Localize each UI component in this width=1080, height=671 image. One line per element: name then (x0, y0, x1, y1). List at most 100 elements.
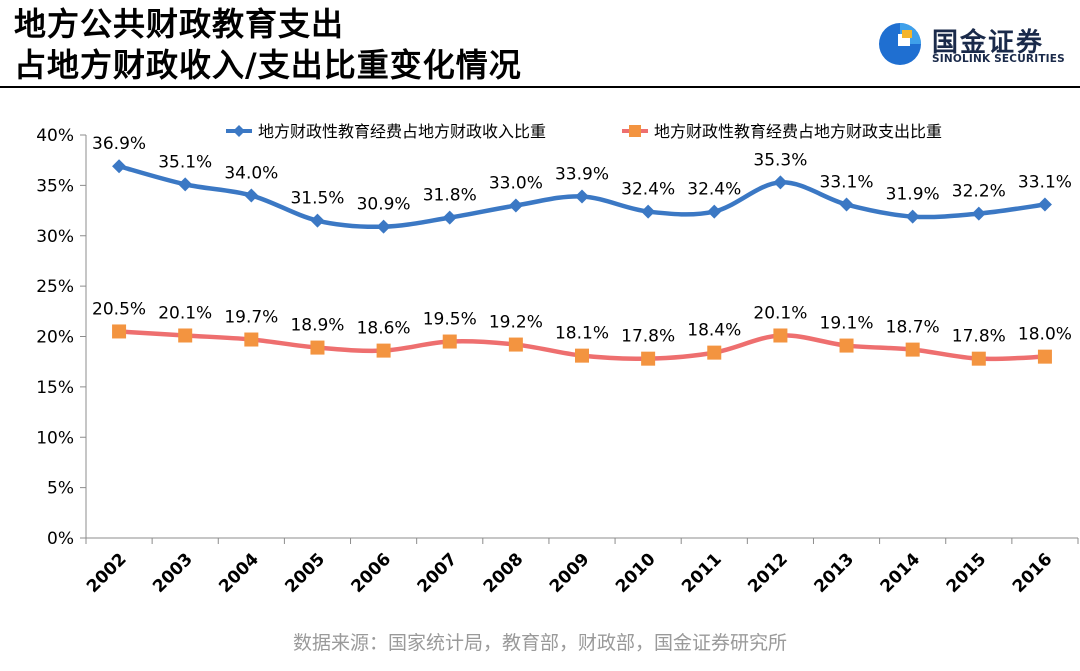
diamond-marker (376, 219, 391, 234)
x-axis: 2002 2003 2004 2005 2006 2007 2008 2009 2010 2011… (83, 537, 1079, 597)
data-label: 31.8% (423, 186, 477, 206)
diamond-marker (905, 209, 920, 224)
data-label: 32.4% (621, 180, 675, 200)
data-label: 20.1% (753, 303, 807, 323)
square-marker (707, 345, 722, 360)
data-label: 34.0% (224, 163, 278, 183)
diamond-marker (233, 125, 245, 137)
x-tick-label: 2008 (480, 549, 528, 597)
brand-name-en: SINOLINK SECURITIES (932, 53, 1065, 65)
square-marker (310, 340, 325, 355)
y-tick-label: 15% (36, 378, 74, 398)
x-tick-label: 2012 (744, 549, 792, 597)
x-tick-label: 2005 (281, 549, 329, 597)
square-marker (629, 125, 641, 137)
data-label: 17.8% (952, 327, 1006, 347)
line-chart: 0%5%10%15%20%25%30%35%40% 2002 2003 2004 20… (36, 122, 1079, 597)
series-1: 36.9% 35.1% 34.0% 31.5% 30.9% 31.8% 33.0% 33.9%… (92, 134, 1072, 234)
square-marker (442, 334, 457, 349)
title-divider (0, 86, 1080, 88)
y-tick-label: 40% (36, 126, 74, 146)
data-label: 17.8% (621, 327, 675, 347)
x-tick-label: 2016 (1009, 549, 1057, 597)
x-tick-label: 2004 (215, 549, 263, 597)
x-tick-label: 2010 (612, 549, 660, 597)
diamond-marker (178, 177, 193, 192)
data-label: 31.5% (290, 189, 344, 209)
data-label: 31.9% (886, 185, 940, 205)
square-marker (905, 342, 920, 357)
square-marker (575, 348, 589, 363)
diamond-marker (310, 213, 325, 228)
diamond-marker (244, 188, 259, 203)
data-label: 36.9% (92, 134, 146, 154)
diamond-marker (641, 204, 656, 219)
x-tick-label: 2002 (83, 549, 131, 597)
series-2: 20.5% 20.1% 19.7% 18.9% 18.6% 19.5% 19.2% 18.1%… (92, 299, 1072, 366)
y-tick-label: 20% (36, 328, 74, 348)
brand-name-cn: 国金证券 (932, 28, 1045, 58)
sinolink-logo-icon (879, 23, 921, 65)
data-label: 19.5% (423, 310, 477, 330)
square-marker (112, 324, 127, 339)
data-label: 20.1% (158, 303, 212, 323)
legend-item-2: 地方财政性教育经费占地方财政支出比重 (622, 122, 942, 141)
square-marker (508, 337, 523, 352)
y-tick-label: 0% (47, 529, 74, 549)
square-marker (773, 328, 788, 343)
diamond-marker (773, 175, 788, 190)
data-label: 18.0% (1018, 325, 1072, 345)
data-label: 35.1% (158, 152, 212, 172)
data-label: 20.5% (92, 299, 146, 319)
title-block: 地方公共财政教育支出 占地方财政收入/支出比重变化情况 (14, 4, 522, 86)
x-tick-label: 2011 (678, 549, 726, 597)
square-marker (839, 338, 854, 353)
legend-item-1: 地方财政性教育经费占地方财政收入比重 (226, 122, 546, 141)
y-tick-label: 35% (36, 176, 74, 196)
data-label: 19.7% (224, 308, 278, 328)
diamond-marker (707, 204, 722, 219)
square-marker (1037, 349, 1052, 364)
diamond-marker (575, 189, 589, 204)
square-marker (376, 343, 391, 358)
data-label: 19.2% (489, 313, 543, 333)
data-source-note: 数据来源：国家统计局，教育部，财政部，国金证券研究所 (292, 632, 787, 654)
data-label: 30.9% (357, 195, 411, 215)
diamond-marker (112, 159, 127, 174)
x-tick-label: 2015 (943, 549, 991, 597)
diamond-marker (442, 210, 457, 225)
brand-logo: 国金证券 SINOLINK SECURITIES (878, 22, 1078, 70)
diamond-marker (839, 197, 854, 212)
legend-label: 地方财政性教育经费占地方财政收入比重 (258, 122, 546, 141)
square-marker (641, 351, 656, 366)
diamond-marker (1037, 197, 1052, 212)
diamond-marker (971, 206, 986, 221)
y-tick-label: 5% (47, 479, 74, 499)
data-label: 18.7% (886, 318, 940, 338)
data-label: 33.0% (489, 174, 543, 194)
data-label: 33.1% (820, 173, 874, 193)
data-label: 35.3% (753, 150, 807, 170)
series-group: 36.9% 35.1% 34.0% 31.5% 30.9% 31.8% 33.0% 33.9%… (92, 134, 1072, 366)
square-marker (971, 351, 986, 366)
square-marker (244, 332, 259, 347)
legend: 地方财政性教育经费占地方财政收入比重 地方财政性教育经费占地方财政支出比重 (226, 122, 942, 141)
x-tick-label: 2003 (149, 549, 197, 597)
page-title-line2: 占地方财政收入/支出比重变化情况 (14, 46, 522, 84)
data-label: 18.6% (357, 319, 411, 339)
y-tick-label: 10% (36, 428, 74, 448)
data-label: 18.4% (687, 321, 741, 341)
x-tick-label: 2009 (546, 549, 594, 597)
data-label: 32.4% (687, 180, 741, 200)
data-label: 33.1% (1018, 173, 1072, 193)
y-tick-label: 30% (36, 227, 74, 247)
data-label: 33.9% (555, 164, 609, 184)
x-tick-label: 2014 (877, 549, 925, 597)
legend-label: 地方财政性教育经费占地方财政支出比重 (654, 122, 942, 141)
page-title-line1: 地方公共财政教育支出 (14, 5, 345, 43)
x-tick-label: 2013 (810, 549, 858, 597)
data-label: 18.9% (290, 316, 344, 336)
data-label: 18.1% (555, 324, 609, 344)
data-label: 19.1% (820, 314, 874, 334)
square-marker (178, 328, 193, 343)
